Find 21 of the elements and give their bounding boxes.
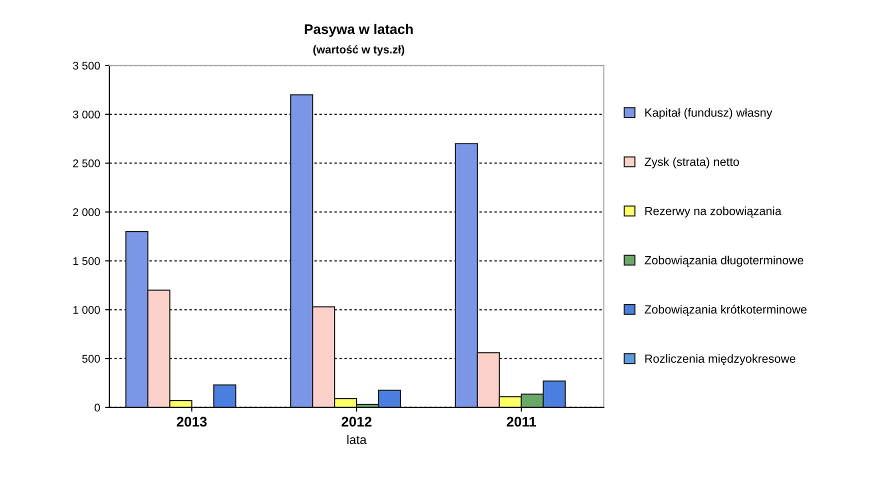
legend-label: Rozliczenia międzyokresowe — [645, 354, 796, 366]
legend-label: Kapitał (fundusz) własny — [645, 108, 772, 120]
x-tick-label: 2011 — [506, 416, 536, 427]
y-tick-label: 2 000 — [73, 208, 100, 216]
legend-label: Rezerwy na zobowiązania — [645, 206, 782, 218]
x-tick-label: 2013 — [176, 416, 207, 427]
legend-label: Zysk (strata) netto — [644, 157, 739, 168]
y-tick-label: 2 500 — [73, 159, 100, 168]
bar — [213, 384, 236, 408]
y-tick-label: 1 000 — [73, 306, 100, 314]
y-tick-label: 1 500 — [73, 257, 100, 265]
x-axis-title: lata — [347, 434, 367, 444]
y-tick-label: 500 — [82, 354, 100, 363]
x-tick-label: 2012 — [342, 416, 372, 427]
y-tick-label: 3 500 — [72, 62, 100, 70]
y-tick-label: 3 000 — [72, 110, 100, 118]
legend-label: Zobowiązania długoterminowe — [644, 256, 804, 267]
chart-title: Pasywa w latach — [304, 24, 413, 37]
legend-label: Zobowiązania krótkoterminowe — [644, 304, 807, 316]
chart-subtitle: (wartość w tys.zł) — [313, 45, 404, 56]
y-tick-label: 0 — [94, 404, 100, 412]
